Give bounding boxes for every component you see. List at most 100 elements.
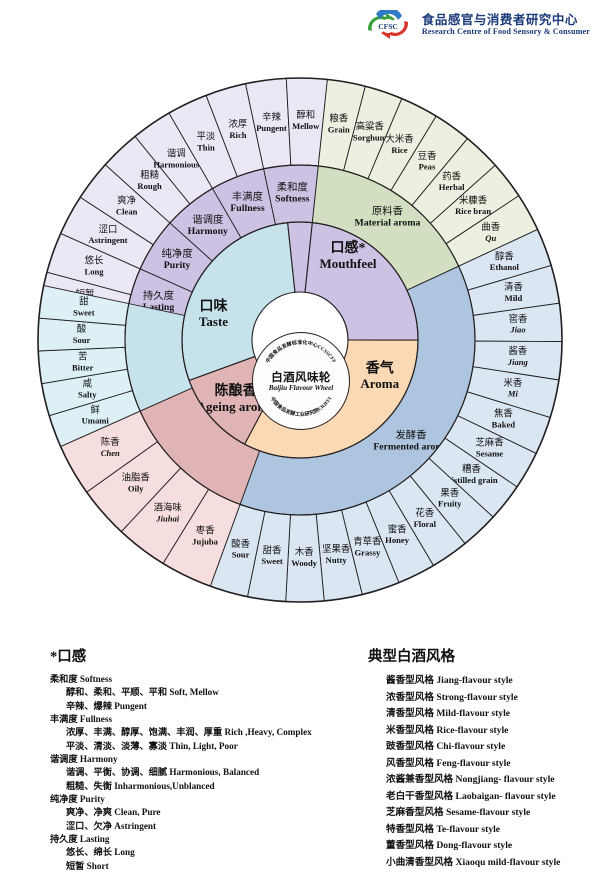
svg-text:Taste: Taste xyxy=(199,314,228,329)
svg-text:Jiuhai: Jiuhai xyxy=(155,513,180,523)
style-legend-item: 浓酱兼香型风格 Nongjiang- flavour style xyxy=(386,774,555,785)
svg-text:青草香: 青草香 xyxy=(353,536,382,548)
logo-badge-text: CFSC xyxy=(378,22,398,31)
style-legend-item: 清香型风格 Mild-flavour style xyxy=(386,708,511,719)
styles-legend: 典型白酒风格 酱香型风格 Jiang-flavour style 浓香型风格 St… xyxy=(368,645,600,871)
svg-text:Honey: Honey xyxy=(385,535,410,545)
svg-text:Sesame: Sesame xyxy=(476,448,503,458)
svg-text:米香: 米香 xyxy=(504,377,523,389)
svg-text:Peas: Peas xyxy=(419,162,436,172)
styles-legend-items: 酱香型风格 Jiang-flavour style 浓香型风格 Strong-fl… xyxy=(368,673,600,871)
style-legend-item: 芝麻香型风格 Sesame-flavour style xyxy=(386,807,531,818)
mouthfeel-legend-group: 谐调度 Harmony 谐调、平衡、协调、细腻 Harmonious, Balan… xyxy=(50,753,350,793)
svg-text:Mellow: Mellow xyxy=(292,121,320,131)
svg-text:鲜: 鲜 xyxy=(91,404,100,416)
wheel-outer-ring xyxy=(37,77,563,603)
svg-text:Grain: Grain xyxy=(328,124,350,134)
styles-legend-title: 典型白酒风格 xyxy=(368,649,455,665)
svg-text:Material aroma: Material aroma xyxy=(354,217,420,228)
svg-text:木香: 木香 xyxy=(295,546,314,558)
mouthfeel-group-line: 涩口、欠净 Astringent xyxy=(66,820,157,831)
svg-text:辛辣: 辛辣 xyxy=(262,111,281,123)
svg-text:醇香: 醇香 xyxy=(495,250,514,262)
svg-text:Sweet: Sweet xyxy=(261,556,283,566)
svg-text:Jiao: Jiao xyxy=(509,325,525,335)
svg-text:Ethanol: Ethanol xyxy=(490,262,520,272)
svg-text:Bitter: Bitter xyxy=(72,362,94,372)
hub-title-en: Baijiu Flavour Wheel xyxy=(268,384,334,392)
svg-text:Pungent: Pungent xyxy=(256,123,287,133)
svg-text:陈香: 陈香 xyxy=(101,436,120,448)
svg-text:浓厚: 浓厚 xyxy=(229,118,248,130)
cfsc-logo-icon: CFSC xyxy=(367,10,408,39)
svg-text:Fruity: Fruity xyxy=(438,499,462,509)
mouthfeel-group-line: 爽净、净爽 Clean, Pure xyxy=(66,807,161,818)
mouthfeel-group-line: 浓厚、丰满、醇厚、饱满、丰润、厚重 Rich ,Heavy, Complex xyxy=(66,727,312,738)
svg-text:清香: 清香 xyxy=(504,281,523,293)
svg-text:Distilled grain: Distilled grain xyxy=(445,475,498,485)
svg-text:Mi: Mi xyxy=(507,389,519,399)
svg-text:口感*: 口感* xyxy=(331,239,366,256)
mouthfeel-legend-title: *口感 xyxy=(50,649,87,665)
hub-arc-bottom: 中国食品发酵工业研究院CRIFFI xyxy=(269,395,333,418)
svg-text:Fullness: Fullness xyxy=(230,203,264,214)
svg-text:Sour: Sour xyxy=(73,335,91,345)
svg-text:高粱香: 高粱香 xyxy=(356,121,385,133)
flavour-wheel: 香气 Aroma 陈酿香 Ageing aroma 口味 Taste 口感* Mouthfee… xyxy=(0,40,600,640)
mouthfeel-legend-group: 纯净度 Purity 爽净、净爽 Clean, Pure 涩口、欠净 Astring… xyxy=(50,793,350,833)
sector-label-mouthfeel: 口感*Mouthfeel xyxy=(319,239,376,271)
svg-text:Rough: Rough xyxy=(137,181,162,191)
svg-text:酸香: 酸香 xyxy=(231,538,250,550)
svg-text:粗糙: 粗糙 xyxy=(140,169,159,181)
svg-text:香气: 香气 xyxy=(365,359,394,376)
style-legend-item: 米香型风格 Rice-flavour style xyxy=(386,724,509,736)
svg-text:酸: 酸 xyxy=(77,323,87,335)
mouthfeel-legend: *口感 柔和度 Softness 醇和、柔和、平顺、平和 Soft, Mellow… xyxy=(50,645,350,873)
page-header: CFSC 食品感官与消费者研究中心 Research Centre of Foo… xyxy=(0,0,600,48)
svg-text:坚果香: 坚果香 xyxy=(322,544,351,555)
wheel-inner-ring xyxy=(181,221,419,459)
mouthfeel-group-head: 丰满度 Fullness xyxy=(50,714,113,725)
svg-text:Harmony: Harmony xyxy=(188,226,228,237)
logo-title-cn: 食品感官与消费者研究中心 xyxy=(421,13,578,28)
hub-arc-top: 中国食品发酵标准化中心CCSSCFF xyxy=(264,339,337,364)
svg-text:悠长: 悠长 xyxy=(85,255,104,267)
svg-text:Softness: Softness xyxy=(275,193,309,204)
svg-text:Salty: Salty xyxy=(78,389,97,399)
svg-text:陈酿香: 陈酿香 xyxy=(215,382,258,399)
svg-text:Herbal: Herbal xyxy=(439,182,465,192)
svg-text:Nutty: Nutty xyxy=(326,555,348,565)
logo-text-block: 食品感官与消费者研究中心 Research Centre of Food Sen… xyxy=(422,13,590,37)
svg-text:谐调: 谐调 xyxy=(167,149,186,160)
svg-text:持久度: 持久度 xyxy=(143,289,174,302)
svg-text:甜: 甜 xyxy=(79,296,88,308)
svg-text:Baked: Baked xyxy=(492,419,516,429)
svg-text:Chen: Chen xyxy=(101,448,120,458)
svg-text:Sorghum: Sorghum xyxy=(353,132,388,142)
mouthfeel-legend-group: 丰满度 Fullness 浓厚、丰满、醇厚、饱满、丰润、厚重 Rich ,Heav… xyxy=(50,713,350,753)
mouthfeel-group-line: 悠长、绵长 Long xyxy=(66,847,135,858)
mouthfeel-group-line: 谐调、平衡、协调、细腻 Harmonious, Balanced xyxy=(66,767,260,778)
svg-text:Long: Long xyxy=(84,267,104,277)
